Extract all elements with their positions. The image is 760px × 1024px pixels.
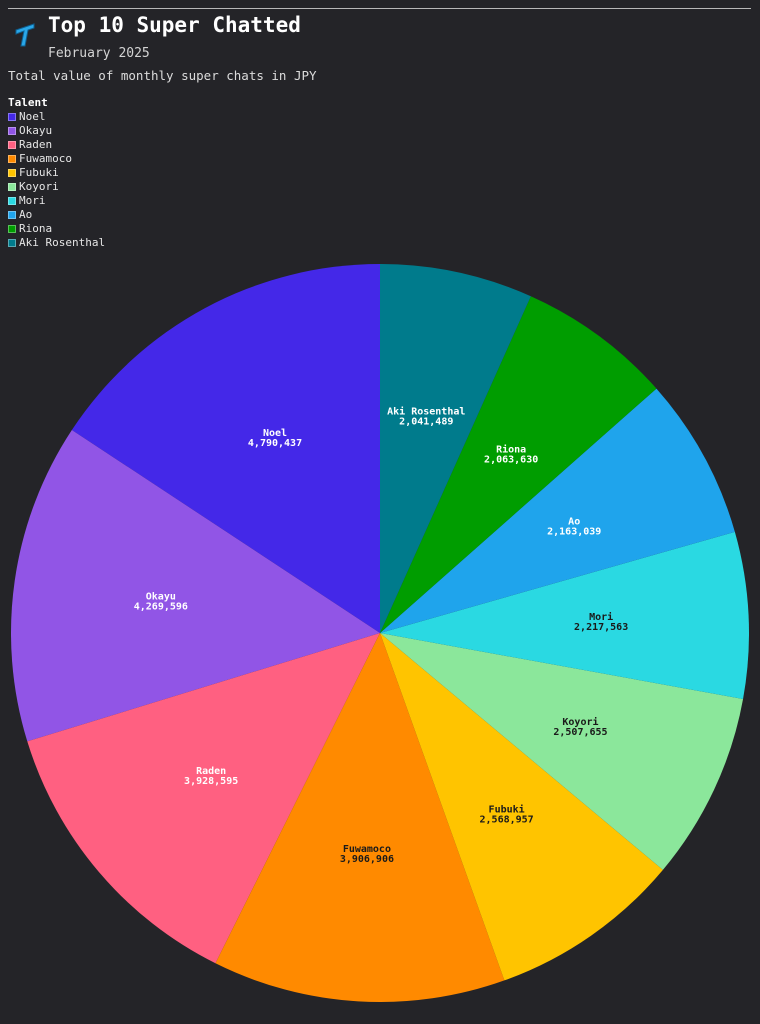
legend-swatch — [8, 141, 16, 149]
chart-description: Total value of monthly super chats in JP… — [8, 68, 317, 83]
legend-label: Koyori — [19, 180, 59, 193]
slice-name-label: Fuwamoco — [343, 844, 391, 855]
legend-label: Fubuki — [19, 166, 59, 179]
slice-name-label: Aki Rosenthal — [387, 405, 465, 417]
legend-item[interactable]: Fubuki — [8, 166, 105, 180]
slice-value-label: 4,269,596 — [134, 602, 188, 613]
legend-label: Fuwamoco — [19, 152, 72, 165]
legend-label: Noel — [19, 110, 46, 123]
chart-subtitle: February 2025 — [48, 46, 150, 61]
legend-title: Talent — [8, 96, 48, 109]
legend-swatch — [8, 113, 16, 121]
legend-item[interactable]: Koyori — [8, 180, 105, 194]
legend-item[interactable]: Ao — [8, 208, 105, 222]
slice-name-label: Riona — [496, 444, 526, 456]
pie-slice-mori[interactable] — [380, 531, 750, 699]
slice-name-label: Koyori — [562, 716, 598, 728]
legend-item[interactable]: Mori — [8, 194, 105, 208]
pie-slice-fubuki[interactable] — [380, 633, 663, 981]
slice-value-label: 2,163,039 — [547, 527, 601, 538]
legend-swatch — [8, 225, 16, 233]
pie-slice-noel[interactable] — [71, 264, 380, 633]
slice-value-label: 3,928,595 — [184, 776, 238, 787]
slice-name-label: Fubuki — [489, 804, 525, 816]
pie-slice-okayu[interactable] — [10, 429, 381, 742]
slice-name-label: Mori — [589, 611, 613, 623]
slice-label: Ao2,163,039 — [547, 517, 601, 538]
legend-swatch — [8, 169, 16, 177]
slice-name-label: Raden — [196, 766, 226, 777]
slice-value-label: 3,906,906 — [340, 854, 394, 865]
legend-label: Ao — [19, 208, 33, 221]
slice-value-label: 2,217,563 — [574, 622, 628, 633]
legend-swatch — [8, 155, 16, 163]
hololive-logo-icon — [15, 23, 35, 47]
slice-value-label: 2,568,957 — [480, 815, 534, 826]
legend-label: Riona — [19, 222, 53, 235]
pie-slice-riona[interactable] — [380, 296, 657, 633]
slice-value-label: 2,063,630 — [484, 455, 538, 466]
legend-item[interactable]: Okayu — [8, 124, 105, 138]
legend-label: Raden — [19, 138, 53, 151]
legend-item[interactable]: Noel — [8, 110, 105, 124]
chart-title: Top 10 Super Chatted — [48, 13, 301, 37]
legend-swatch — [8, 197, 16, 205]
legend-label: Okayu — [19, 124, 53, 137]
legend-label: Aki Rosenthal — [19, 236, 106, 249]
pie-slice-ao[interactable] — [380, 388, 735, 633]
pie-slice-raden[interactable] — [27, 633, 381, 964]
slice-name-label: Noel — [263, 428, 287, 439]
legend-label: Mori — [19, 194, 46, 207]
legend-swatch — [8, 239, 16, 247]
legend-item[interactable]: Fuwamoco — [8, 152, 105, 166]
slice-name-label: Ao — [568, 517, 580, 528]
legend-swatch — [8, 211, 16, 219]
slice-value-label: 4,790,437 — [248, 438, 302, 449]
slice-value-label: 2,507,655 — [553, 727, 607, 738]
legend-item[interactable]: Riona — [8, 222, 105, 236]
slice-value-label: 2,041,489 — [399, 416, 453, 427]
legend-swatch — [8, 183, 16, 191]
slice-name-label: Okayu — [146, 592, 176, 603]
legend-swatch — [8, 127, 16, 135]
top-divider — [8, 8, 751, 9]
pie-slice-fuwamoco[interactable] — [215, 633, 505, 1003]
legend: Talent Noel Okayu Raden Fuwamoco Fubuki Koyor… — [8, 96, 105, 250]
legend-item[interactable]: Raden — [8, 138, 105, 152]
pie-slice-aki-rosenthal[interactable] — [380, 264, 531, 633]
legend-item[interactable]: Aki Rosenthal — [8, 236, 105, 250]
pie-slice-koyori[interactable] — [380, 633, 744, 870]
